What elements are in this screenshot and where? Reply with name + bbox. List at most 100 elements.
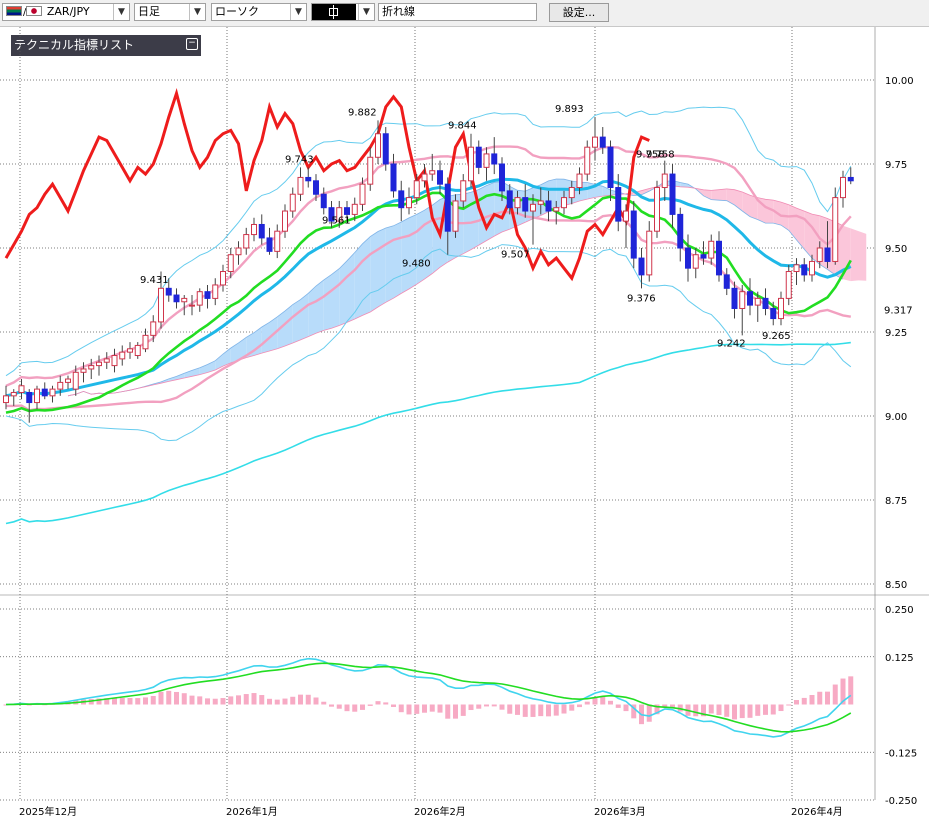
line-type-label: 折れ線 xyxy=(382,5,415,18)
cloud-segment xyxy=(742,191,750,217)
candle-body xyxy=(367,156,374,185)
cloud-segment xyxy=(184,370,192,378)
candle-body xyxy=(468,146,474,182)
settings-button[interactable]: 設定... xyxy=(549,3,609,22)
candle-body xyxy=(134,344,141,357)
macd-histogram-bar xyxy=(174,691,179,705)
candle-body xyxy=(289,193,296,212)
cloud-segment xyxy=(277,310,285,349)
macd-histogram-bar xyxy=(437,704,443,713)
chart-style-select[interactable]: ローソク ▼ xyxy=(211,3,307,21)
candle-body xyxy=(483,153,490,168)
cloud-segment xyxy=(215,354,223,370)
cloud-segment xyxy=(416,210,425,285)
collapse-icon[interactable]: − xyxy=(186,38,198,50)
chevron-down-icon[interactable]: ▼ xyxy=(113,4,129,20)
candle-body xyxy=(375,133,381,158)
macd-histogram-bar xyxy=(119,697,125,705)
macd-histogram-bar xyxy=(538,704,544,717)
timeframe-label: 日足 xyxy=(138,5,160,18)
candle-body xyxy=(824,247,831,262)
cloud-segment xyxy=(858,231,867,281)
price-label: 9.561 xyxy=(322,216,351,227)
line-type-field[interactable]: 折れ線 xyxy=(378,3,537,21)
candle-body xyxy=(437,170,443,185)
candle-body xyxy=(592,136,598,148)
macd-histogram-bar xyxy=(654,704,660,715)
macd-tick-label: 0.125 xyxy=(885,653,914,664)
chevron-down-icon[interactable]: ▼ xyxy=(358,4,374,20)
cloud-segment xyxy=(354,243,363,320)
macd-histogram-bar xyxy=(127,697,133,705)
cloud-segment xyxy=(432,199,440,274)
candle-body xyxy=(103,358,110,363)
macd-histogram-bar xyxy=(383,702,389,705)
cloud-segment xyxy=(230,342,239,363)
cloud-segment xyxy=(238,337,247,361)
cloud-segment xyxy=(711,189,719,201)
y-tick-label: 8.50 xyxy=(885,580,907,591)
cloud-segment xyxy=(703,189,712,200)
timeframe-select[interactable]: 日足 ▼ xyxy=(134,3,206,21)
macd-histogram-bar xyxy=(832,684,838,705)
cloud-segment xyxy=(409,214,417,289)
macd-histogram-bar xyxy=(848,676,854,705)
long-moving-average xyxy=(5,341,851,525)
cloud-segment xyxy=(765,199,774,224)
candle-body xyxy=(406,197,412,209)
candle-body xyxy=(491,153,498,165)
macd-histogram-bar xyxy=(96,698,102,705)
candle-body xyxy=(336,207,343,222)
indicator-list-panel[interactable]: テクニカル指標リスト − xyxy=(11,35,201,56)
candle-body xyxy=(747,291,753,306)
candle-body xyxy=(809,260,815,276)
candles xyxy=(3,116,854,423)
candle-body xyxy=(382,133,389,165)
candle-body xyxy=(708,240,715,259)
candle-style-icon xyxy=(312,4,356,20)
candle-body xyxy=(34,388,40,404)
candle-body xyxy=(615,187,622,222)
cloud-segment xyxy=(602,186,611,197)
macd-histogram-bar xyxy=(158,691,164,705)
macd-histogram-bar xyxy=(460,704,466,716)
candle-body xyxy=(452,200,459,232)
macd-histogram-bar xyxy=(360,704,365,710)
macd-histogram-bar xyxy=(662,704,668,708)
symbol-select[interactable]: / ZAR/JPY ▼ xyxy=(2,3,130,21)
macd-histogram-bar xyxy=(429,704,435,712)
line-style-select[interactable]: ▼ xyxy=(311,3,375,21)
candle-body xyxy=(212,284,219,299)
price-label: 9.317 xyxy=(884,305,913,316)
candle-body xyxy=(568,187,575,199)
macd-histogram-bar xyxy=(739,704,745,719)
macd-histogram-bar xyxy=(615,704,621,708)
candle-body xyxy=(669,173,676,215)
candle-body xyxy=(305,176,312,182)
cloud-segment xyxy=(641,188,650,195)
cloud-segment xyxy=(850,228,859,282)
macd-histogram-bar xyxy=(282,698,288,705)
macd-histogram-bar xyxy=(406,704,412,715)
candle-body xyxy=(313,180,319,195)
indicator-lines xyxy=(4,88,852,525)
candle-body xyxy=(623,210,629,222)
macd-histogram-bar xyxy=(623,704,629,712)
candle-body xyxy=(847,176,854,182)
candle-body xyxy=(514,197,521,209)
macd-histogram-bar xyxy=(329,704,334,707)
macd-histogram-bar xyxy=(600,696,606,705)
chevron-down-icon[interactable]: ▼ xyxy=(290,4,306,20)
candle-body xyxy=(561,197,567,209)
candle-body xyxy=(204,291,211,299)
macd-histogram-bar xyxy=(166,690,172,705)
cloud-segment xyxy=(595,184,603,198)
candle-body xyxy=(251,223,257,236)
chevron-down-icon[interactable]: ▼ xyxy=(189,4,205,20)
candle-body xyxy=(801,264,808,276)
candle-body xyxy=(359,183,366,205)
macd-histogram-bar xyxy=(150,695,156,705)
jp-flag-icon xyxy=(26,6,43,16)
candle-body xyxy=(723,274,730,289)
x-tick-label: 2026年1月 xyxy=(226,805,278,818)
